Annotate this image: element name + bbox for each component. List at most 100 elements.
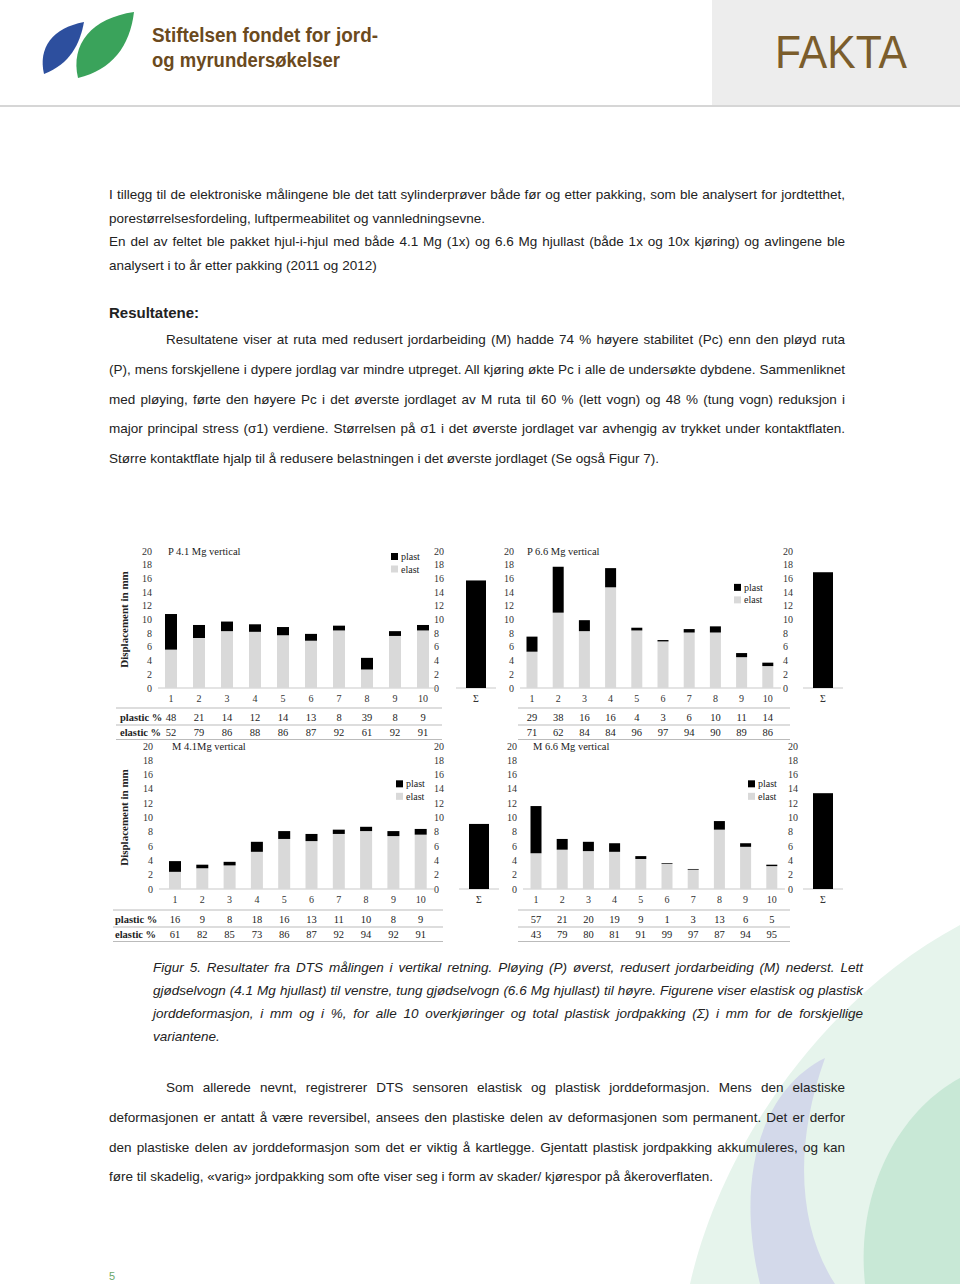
category-label: 9 bbox=[743, 894, 748, 905]
tick-label: 0 bbox=[147, 683, 152, 694]
bar-segment bbox=[387, 836, 399, 889]
table-cell: 81 bbox=[609, 929, 620, 940]
bar-segment bbox=[333, 830, 345, 834]
table-cell: 73 bbox=[252, 929, 263, 940]
bar-segment bbox=[278, 831, 290, 839]
tick-label: 12 bbox=[504, 600, 514, 611]
bar-segment bbox=[165, 650, 177, 688]
category-label: 1 bbox=[534, 894, 539, 905]
paragraph: Som allerede nevnt, registrerer DTS sens… bbox=[109, 1073, 845, 1192]
bar-segment bbox=[360, 827, 372, 831]
legend-label: plast bbox=[758, 778, 777, 789]
table-cell: 1 bbox=[664, 914, 669, 925]
charts: 0022446688101012121414161618182020P 4.1 … bbox=[0, 0, 960, 1284]
legend-label: elast bbox=[401, 564, 420, 575]
table-rule bbox=[113, 910, 443, 911]
bar-segment bbox=[305, 641, 317, 688]
chart-title: P 4.1 Mg vertical bbox=[168, 546, 241, 557]
bar-segment bbox=[631, 628, 642, 631]
tick-label: 16 bbox=[504, 573, 514, 584]
bar-segment bbox=[684, 633, 695, 688]
tick-label: 8 bbox=[509, 628, 514, 639]
bar-segment bbox=[740, 847, 751, 889]
table-cell: 48 bbox=[166, 712, 177, 723]
category-label: 8 bbox=[365, 693, 370, 704]
table-cell: 11 bbox=[334, 914, 344, 925]
bar-segment bbox=[224, 862, 236, 866]
tick-label: 4 bbox=[434, 655, 439, 666]
tick-label: 6 bbox=[788, 841, 793, 852]
tick-label: 18 bbox=[783, 559, 793, 570]
bars bbox=[169, 824, 489, 889]
table-cell: 16 bbox=[279, 914, 290, 925]
table-cell: 92 bbox=[334, 929, 345, 940]
table-cell: 16 bbox=[170, 914, 181, 925]
tick-label: 18 bbox=[143, 755, 153, 766]
category-label: 8 bbox=[713, 693, 718, 704]
category-label: 2 bbox=[560, 894, 565, 905]
table-cell: 52 bbox=[166, 727, 177, 738]
tick-label: 20 bbox=[504, 546, 514, 557]
category-label: 3 bbox=[225, 693, 230, 704]
bar-segment bbox=[389, 636, 401, 688]
table-cell: 20 bbox=[583, 914, 594, 925]
header-label: FAKTA bbox=[775, 26, 907, 78]
tick-label: 12 bbox=[434, 798, 444, 809]
legend-swatch bbox=[396, 793, 403, 800]
bar-segment bbox=[553, 613, 564, 688]
tick-label: 4 bbox=[147, 655, 152, 666]
tick-label: 8 bbox=[512, 826, 517, 837]
bar-segment bbox=[736, 653, 747, 657]
bar-segment bbox=[766, 866, 777, 889]
paragraph: Resultatene viser at ruta med redusert j… bbox=[109, 325, 845, 474]
table-cell: 14 bbox=[278, 712, 289, 723]
bar-segment bbox=[415, 835, 427, 889]
bar-segment bbox=[531, 806, 542, 853]
table-cell: 10 bbox=[710, 712, 721, 723]
tick-label: 18 bbox=[434, 559, 444, 570]
bar-segment bbox=[169, 861, 181, 872]
table-row-label: plastic % bbox=[120, 712, 162, 723]
table-cell: 16 bbox=[579, 712, 590, 723]
tick-label: 4 bbox=[512, 855, 517, 866]
table-rule bbox=[113, 941, 443, 942]
tick-label: 16 bbox=[434, 769, 444, 780]
tick-label: 8 bbox=[147, 628, 152, 639]
tick-label: 14 bbox=[783, 587, 793, 598]
tick-label: 18 bbox=[142, 559, 152, 570]
table-cell: 84 bbox=[605, 727, 616, 738]
table-rule bbox=[113, 927, 443, 928]
tick-label: 14 bbox=[143, 783, 153, 794]
bar-segment bbox=[249, 624, 261, 632]
tick-label: 2 bbox=[512, 869, 517, 880]
bar-segment bbox=[415, 829, 427, 835]
chart: 0022446688101012121414161618182020M 4.1M… bbox=[113, 741, 499, 942]
tick-label: 18 bbox=[434, 755, 444, 766]
tick-label: 6 bbox=[783, 641, 788, 652]
tick-label: 2 bbox=[434, 669, 439, 680]
legend-label: plast bbox=[406, 778, 425, 789]
bar-segment bbox=[736, 657, 747, 688]
tick-label: 4 bbox=[783, 655, 788, 666]
bar-segment bbox=[762, 666, 773, 688]
bar-segment bbox=[605, 568, 616, 587]
category-label: 5 bbox=[281, 693, 286, 704]
table-cell: 9 bbox=[420, 712, 425, 723]
category-label: 8 bbox=[364, 894, 369, 905]
table-cell: 87 bbox=[714, 929, 725, 940]
table-cell: 82 bbox=[197, 929, 208, 940]
table-cell: 8 bbox=[392, 712, 397, 723]
bar-segment bbox=[762, 663, 773, 666]
tick-label: 0 bbox=[512, 884, 517, 895]
category-label: 10 bbox=[767, 894, 777, 905]
legend-swatch bbox=[734, 584, 741, 591]
tick-label: 14 bbox=[434, 783, 444, 794]
table-cell: 19 bbox=[609, 914, 620, 925]
table-cell: 21 bbox=[194, 712, 205, 723]
tick-label: 12 bbox=[783, 600, 793, 611]
bar-segment bbox=[531, 853, 542, 889]
table-cell: 94 bbox=[684, 727, 695, 738]
tick-label: 0 bbox=[788, 884, 793, 895]
table-cell: 13 bbox=[306, 712, 317, 723]
category-label: 6 bbox=[309, 693, 314, 704]
